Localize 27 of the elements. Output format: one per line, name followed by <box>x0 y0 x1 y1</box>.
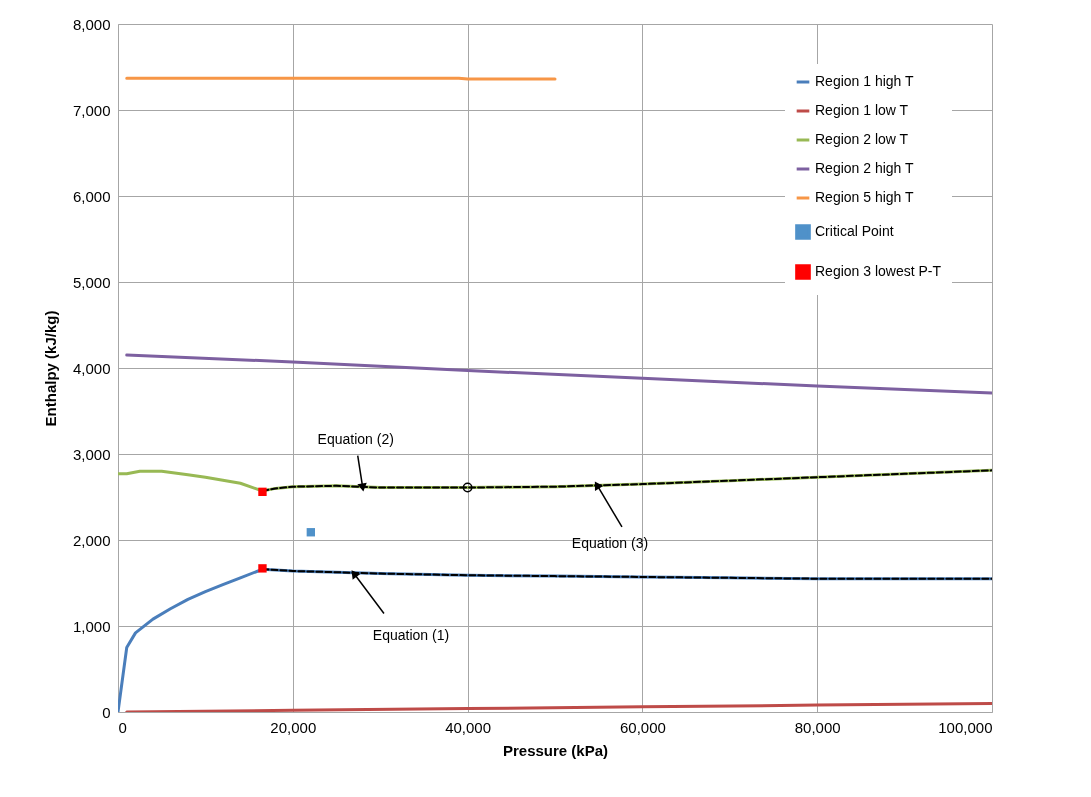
legend-label: Region 1 low T <box>815 102 909 118</box>
legend-label: Region 1 high T <box>815 73 915 89</box>
legend-label: Critical Point <box>815 223 894 239</box>
legend-label: Region 2 low T <box>815 131 909 147</box>
x-tick-label: 20,000 <box>270 718 317 736</box>
y-tick-label: 8,000 <box>72 15 111 33</box>
y-tick-label: 0 <box>102 703 111 721</box>
y-tick-label: 6,000 <box>72 187 111 205</box>
y-tick-label: 5,000 <box>72 273 111 291</box>
legend-label: Region 2 high T <box>815 160 915 176</box>
y-axis-title: Enthalpy (kJ/kg) <box>41 310 59 427</box>
y-tick-label: 4,000 <box>72 359 111 377</box>
x-tick-label: 100,000 <box>938 718 993 736</box>
x-tick-label: 40,000 <box>445 718 492 736</box>
x-tick-label: 60,000 <box>619 718 666 736</box>
x-tick-label: 0 <box>118 718 127 736</box>
y-tick-label: 7,000 <box>72 101 111 119</box>
legend-label: Region 5 high T <box>815 189 915 205</box>
y-tick-label: 3,000 <box>72 445 111 463</box>
legend-label: Region 3 lowest P-T <box>815 263 942 279</box>
annotation: Equation (3) <box>571 534 649 551</box>
annotation: Equation (1) <box>372 626 450 643</box>
x-axis-title: Pressure (kPa) <box>502 741 609 759</box>
y-tick-label: 1,000 <box>72 617 111 635</box>
annotation: Equation (2) <box>317 430 394 447</box>
y-tick-label: 2,000 <box>72 531 111 549</box>
x-tick-label: 80,000 <box>794 718 841 736</box>
